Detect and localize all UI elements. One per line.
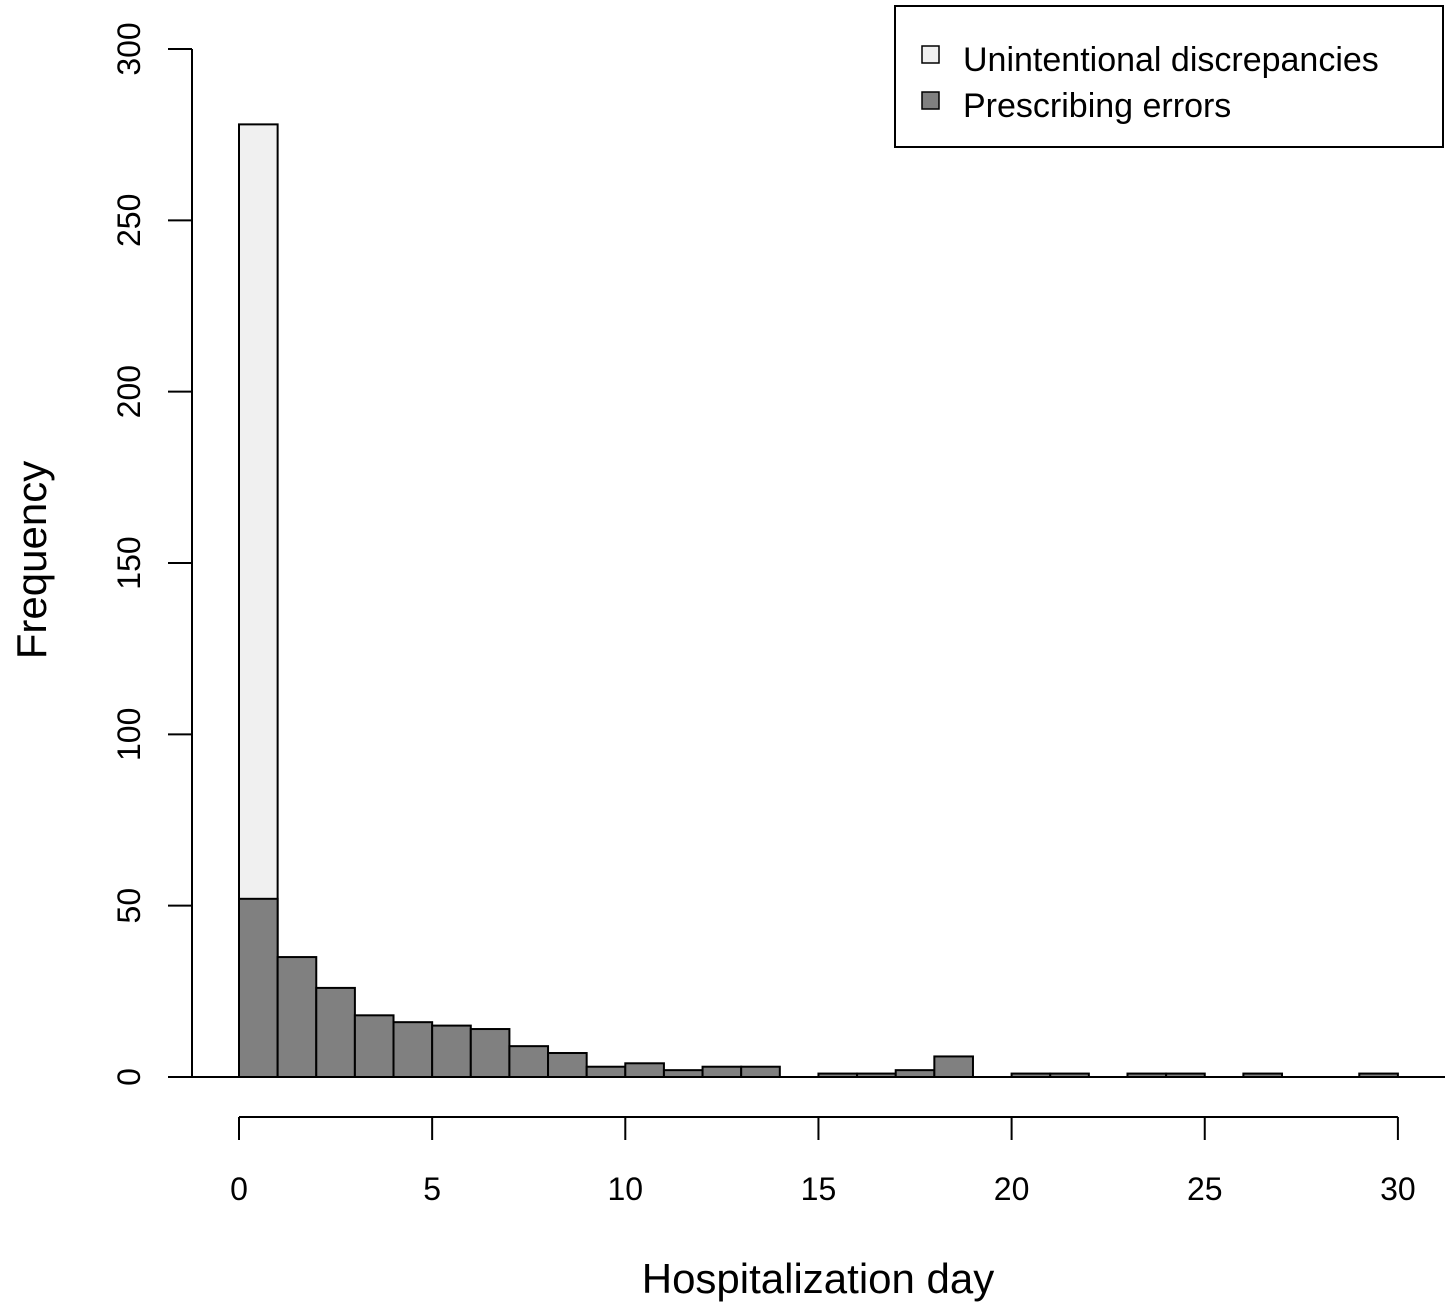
y-tick-label-200: 200: [111, 365, 147, 418]
legend: Unintentional discrepancies Prescribing …: [894, 5, 1444, 148]
bar-prescribing-errors-11: [662, 1069, 704, 1079]
bars-layer: [238, 123, 1399, 1079]
bar-prescribing-errors-0: [238, 897, 279, 1078]
bar-prescribing-errors-5: [431, 1024, 472, 1078]
bar-prescribing-errors-9: [585, 1065, 627, 1078]
bar-prescribing-errors-18: [933, 1055, 974, 1078]
bar-prescribing-errors-4: [392, 1021, 434, 1078]
legend-label-unintentional-discrepancies: Unintentional discrepancies: [963, 41, 1379, 79]
legend-box: [894, 5, 1444, 148]
x-tick-label-10: 10: [608, 1171, 644, 1207]
bar-prescribing-errors-6: [469, 1028, 511, 1079]
bar-prescribing-errors-1: [276, 956, 318, 1079]
bar-prescribing-errors-8: [547, 1052, 588, 1079]
x-tick-label-15: 15: [801, 1171, 837, 1207]
x-tick-label-0: 0: [230, 1171, 248, 1207]
x-axis-label: Hospitalization day: [642, 1255, 995, 1302]
y-tick-label-0: 0: [111, 1068, 147, 1086]
x-tick-label-20: 20: [994, 1171, 1030, 1207]
bar-prescribing-errors-13: [740, 1065, 781, 1078]
y-tick-label-100: 100: [111, 708, 147, 761]
y-tick-label-250: 250: [111, 194, 147, 247]
legend-label-prescribing-errors: Prescribing errors: [963, 87, 1231, 125]
y-tick-label-150: 150: [111, 536, 147, 589]
y-axis-label: Frequency: [8, 461, 55, 659]
bar-prescribing-errors-7: [508, 1045, 550, 1079]
axes-layer: 0 50 100 150 200 250 300 0 5 10 15 20 25 30: [111, 22, 1445, 1207]
legend-swatch-prescribing-errors: [921, 91, 940, 110]
x-tick-label-5: 5: [423, 1171, 441, 1207]
x-tick-label-30: 30: [1380, 1171, 1416, 1207]
bar-prescribing-errors-2: [315, 986, 356, 1078]
y-tick-label-50: 50: [111, 888, 147, 924]
x-tick-label-25: 25: [1187, 1171, 1223, 1207]
bar-prescribing-errors-12: [701, 1065, 743, 1078]
legend-swatch-unintentional-discrepancies: [921, 45, 940, 64]
bar-prescribing-errors-10: [624, 1062, 665, 1079]
bar-prescribing-errors-3: [353, 1014, 395, 1079]
y-tick-label-300: 300: [111, 22, 147, 75]
bar-prescribing-errors-17: [894, 1069, 936, 1079]
